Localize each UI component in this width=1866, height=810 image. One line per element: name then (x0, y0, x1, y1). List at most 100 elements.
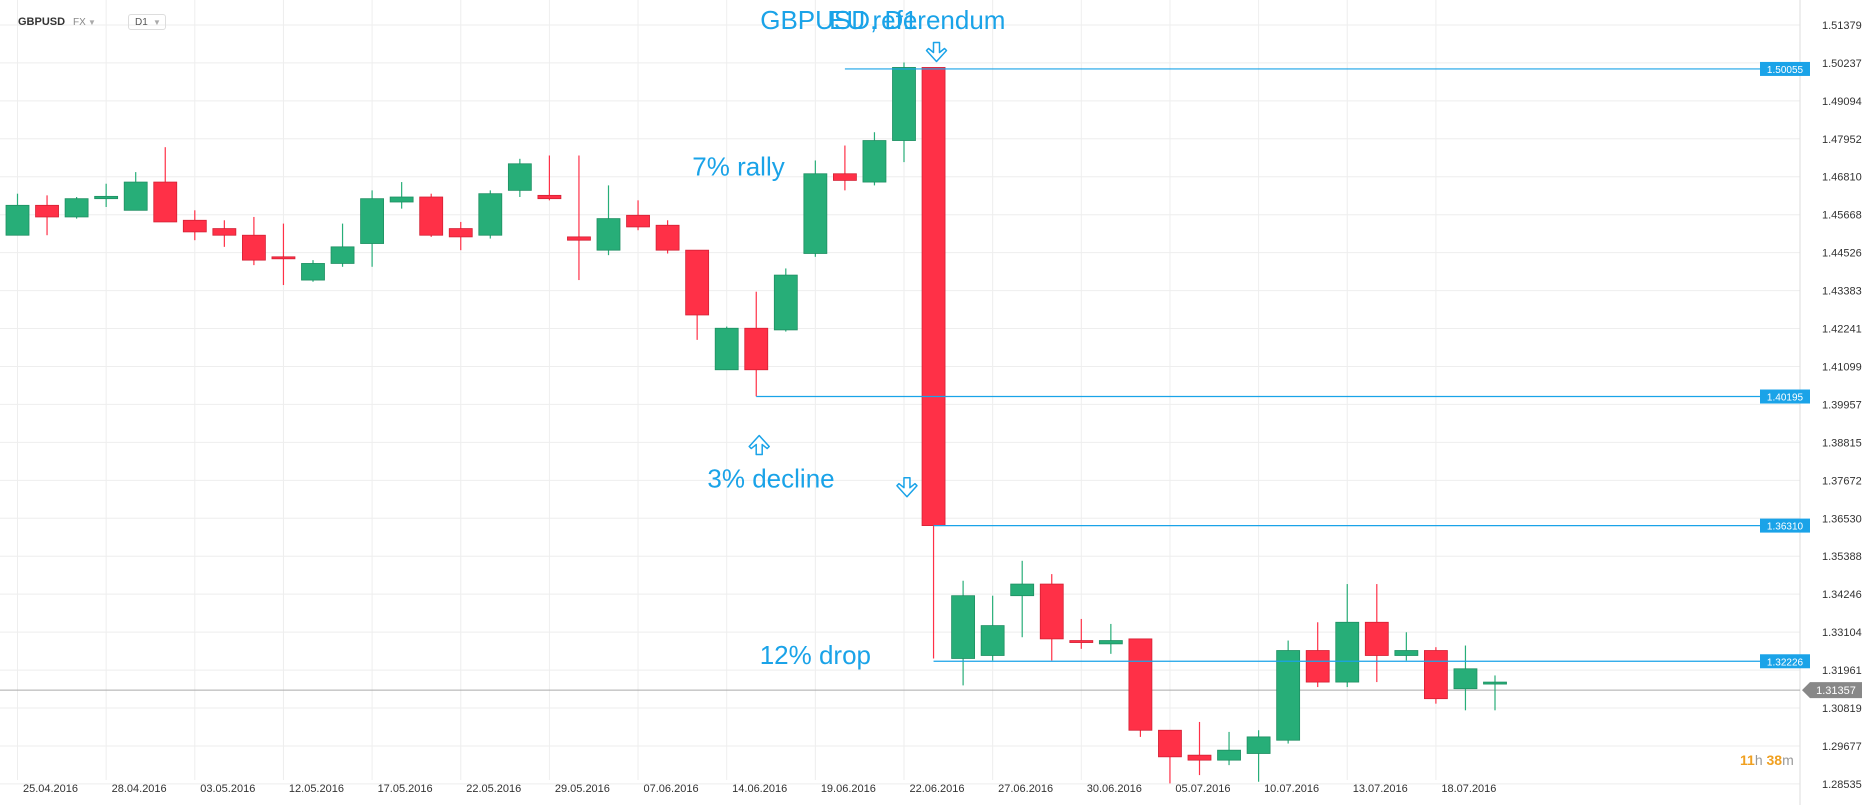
timeframe-select[interactable]: D1 (128, 14, 166, 30)
candle-bearish (921, 67, 946, 526)
candle-bullish (507, 163, 532, 191)
candle-bullish (1394, 650, 1419, 656)
y-tick-label: 1.31961 (1822, 665, 1862, 677)
candle-bearish (567, 236, 591, 241)
candle-bearish (1039, 583, 1064, 640)
timeframe-dropdown-icon[interactable]: ▼ (153, 17, 161, 27)
price-level-label: 1.36310 (1767, 522, 1804, 533)
y-tick-label: 1.43383 (1822, 286, 1862, 298)
annotation-text: 12% drop (760, 640, 871, 670)
candle-bullish (714, 327, 739, 371)
price-level-tag (1760, 61, 1810, 76)
countdown-hours: 11 (1740, 752, 1755, 768)
x-tick-label: 28.04.2016 (112, 783, 167, 795)
y-tick-label: 1.34246 (1822, 589, 1862, 601)
x-tick-label: 22.05.2016 (466, 783, 521, 795)
annotation-text: GBPUSD, D1 (760, 5, 918, 35)
candle-bearish (271, 256, 296, 260)
arrow-down-icon (925, 41, 948, 63)
candle-bullish (1098, 640, 1123, 645)
candle-bearish (1424, 650, 1448, 700)
y-tick-label: 1.29677 (1822, 741, 1862, 753)
x-tick-label: 25.04.2016 (23, 783, 78, 795)
y-tick-label: 1.44526 (1822, 248, 1862, 260)
candle-bearish (182, 219, 207, 233)
candle-bearish (1158, 729, 1182, 758)
candle-bearish (685, 249, 710, 316)
candle-bullish (5, 204, 30, 236)
x-tick-label: 30.06.2016 (1087, 783, 1142, 795)
candle-bearish (448, 228, 473, 238)
y-tick-label: 1.46810 (1822, 172, 1862, 184)
x-tick-label: 03.05.2016 (200, 783, 255, 795)
candle-bullish (980, 625, 1005, 656)
candle-bullish (94, 195, 119, 200)
y-tick-label: 1.28535 (1822, 779, 1862, 791)
x-tick-label: 13.07.2016 (1353, 783, 1408, 795)
current-price-label: 1.31357 (1816, 685, 1856, 697)
y-tick-label: 1.42241 (1822, 324, 1862, 336)
y-tick-label: 1.36530 (1822, 513, 1862, 525)
candle-bullish (1483, 681, 1507, 685)
annotation-text: EU referendum (829, 5, 1005, 35)
candle-bullish (301, 263, 325, 281)
candle-bullish (1246, 736, 1271, 754)
y-tick-label: 1.39957 (1822, 399, 1862, 411)
price-level-tag (1760, 389, 1810, 404)
candle-bearish (1187, 754, 1212, 761)
candle-bullish (360, 198, 385, 244)
candle-bearish (1305, 650, 1330, 683)
market-dropdown-icon[interactable]: ▼ (88, 17, 96, 27)
countdown-hours-unit: h (1754, 752, 1763, 768)
x-tick-label: 10.07.2016 (1264, 783, 1319, 795)
x-tick-label: 27.06.2016 (998, 783, 1053, 795)
price-level-label: 1.50055 (1767, 65, 1804, 76)
current-price-tag (1802, 682, 1862, 699)
candle-bullish (862, 140, 887, 183)
y-tick-label: 1.35388 (1822, 551, 1862, 563)
market-label[interactable]: FX (73, 16, 86, 28)
y-tick-label: 1.49094 (1822, 96, 1862, 108)
candle-bearish (744, 327, 769, 371)
candle-bearish (419, 196, 444, 236)
price-level-tag (1760, 654, 1810, 669)
x-tick-label: 05.07.2016 (1175, 783, 1230, 795)
candle-bearish (626, 214, 650, 228)
candle-bearish (1069, 640, 1094, 643)
price-level-label: 1.40195 (1767, 393, 1804, 404)
x-tick-label: 14.06.2016 (732, 783, 787, 795)
candle-bearish (153, 181, 178, 223)
y-tick-label: 1.37672 (1822, 475, 1862, 487)
symbol-label[interactable]: GBPUSD (18, 16, 66, 28)
x-tick-label: 12.05.2016 (289, 783, 344, 795)
y-tick-label: 1.51379 (1822, 20, 1862, 32)
y-tick-label: 1.38815 (1822, 437, 1862, 449)
candle-countdown: 11h 38m (1740, 752, 1794, 768)
annotation-text: 3% decline (707, 464, 834, 494)
candle-bearish (212, 228, 237, 236)
y-tick-label: 1.45668 (1822, 210, 1862, 222)
y-tick-label: 1.47952 (1822, 134, 1862, 146)
candle-bullish (64, 198, 89, 218)
countdown-minutes-unit: m (1782, 752, 1794, 768)
candle-bullish (951, 595, 975, 659)
candle-bullish (1217, 749, 1241, 761)
candle-bullish (1453, 668, 1478, 690)
arrow-down-icon (896, 476, 918, 498)
candle-bullish (1010, 583, 1035, 597)
countdown-minutes: 38 (1766, 752, 1783, 768)
x-tick-label: 18.07.2016 (1441, 783, 1496, 795)
price-level-label: 1.32226 (1767, 657, 1804, 668)
arrow-up-icon (748, 434, 770, 456)
x-tick-label: 29.05.2016 (555, 783, 610, 795)
candle-bearish (1128, 638, 1153, 731)
candle-bullish (596, 218, 621, 251)
x-tick-label: 17.05.2016 (378, 783, 433, 795)
candle-bullish (389, 196, 414, 203)
candle-bullish (773, 274, 798, 331)
y-tick-label: 1.33104 (1822, 627, 1862, 639)
candle-bearish (35, 204, 59, 218)
x-tick-label: 07.06.2016 (644, 783, 699, 795)
candle-bearish (241, 234, 266, 261)
